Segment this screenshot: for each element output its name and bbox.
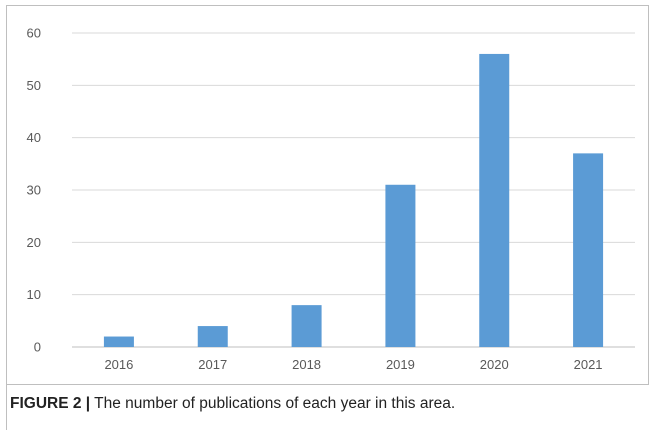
y-tick-label: 30: [27, 183, 41, 198]
y-tick-label: 50: [27, 78, 41, 93]
figure-caption-label: FIGURE 2 |: [10, 395, 91, 412]
y-tick-label: 10: [27, 287, 41, 302]
chart-frame: 0 10 20 30 40 50 60 2016 2017 2018 2019 2020 2021: [6, 5, 649, 385]
x-tick-label: 2018: [292, 357, 321, 372]
bars: [103, 53, 604, 347]
y-tick-label: 20: [27, 235, 41, 250]
figure-caption-text: The number of publications of each year …: [90, 395, 456, 412]
x-tick-label: 2017: [198, 357, 227, 372]
x-tick-label: 2016: [104, 357, 133, 372]
bar-2020: [479, 53, 510, 347]
bar-2021: [573, 153, 604, 347]
y-axis-tick-labels: 0 10 20 30 40 50 60: [27, 26, 41, 355]
y-tick-label: 40: [27, 130, 41, 145]
bar-chart: 0 10 20 30 40 50 60 2016 2017 2018 2019 2020 2021: [27, 26, 635, 372]
bar-2016: [103, 336, 134, 347]
bar-2019: [385, 184, 416, 347]
y-tick-label: 0: [34, 340, 41, 355]
y-tick-label: 60: [27, 26, 41, 41]
bar-2018: [291, 305, 322, 347]
x-axis-tick-labels: 2016 2017 2018 2019 2020 2021: [104, 357, 602, 372]
gridlines: [72, 32, 635, 348]
x-tick-label: 2019: [386, 357, 415, 372]
bar-2017: [197, 326, 228, 347]
figure-caption: FIGURE 2 | The number of publications of…: [6, 385, 649, 430]
x-tick-label: 2020: [480, 357, 509, 372]
x-tick-label: 2021: [574, 357, 603, 372]
